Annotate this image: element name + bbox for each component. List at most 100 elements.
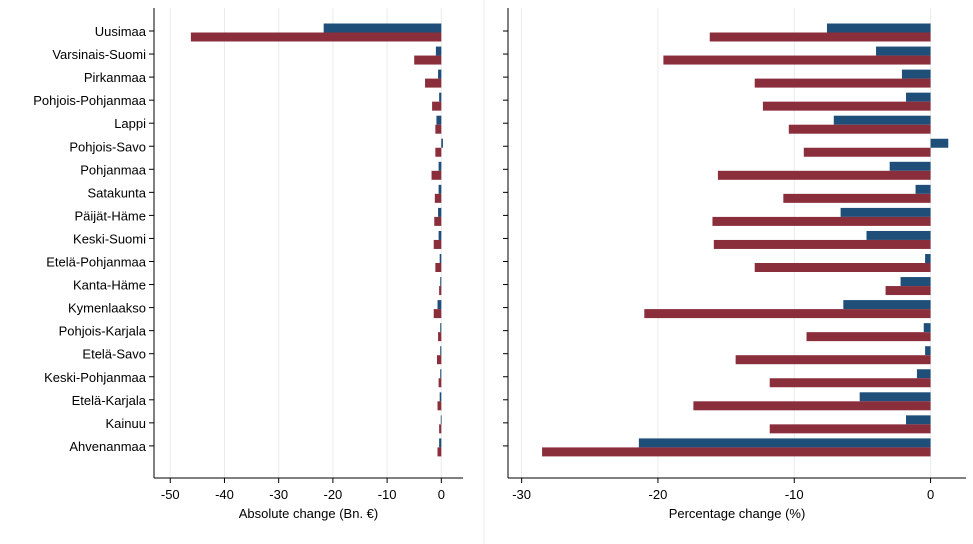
bar-series1-ahvenanmaa [638, 438, 931, 448]
x-axis-title: Absolute change (Bn. €) [239, 506, 378, 521]
bar-series2-pohjois-karjala [806, 332, 931, 342]
bar-series1-pirkanmaa [438, 69, 442, 79]
category-label-uusimaa: Uusimaa [95, 24, 147, 39]
bar-series1-keski-pohjanmaa [916, 369, 931, 379]
bar-series2-lappi [435, 124, 442, 134]
bar-series1-paijat-hame [840, 207, 931, 217]
bar-series1-pirkanmaa [901, 69, 931, 79]
category-label-pohjois-karjala: Pohjois-Karjala [59, 324, 147, 339]
x-tick-label: -20 [323, 487, 342, 502]
x-tick-label: -10 [785, 487, 804, 502]
category-label-satakunta: Satakunta [87, 185, 146, 200]
category-label-kanta-hame: Kanta-Häme [73, 278, 146, 293]
x-tick-label: -30 [512, 487, 531, 502]
category-label-keski-suomi: Keski-Suomi [73, 231, 146, 246]
bar-series1-ahvenanmaa [439, 438, 442, 448]
bar-series2-lappi [788, 124, 931, 134]
bar-series1-kainuu [440, 415, 442, 425]
bar-series1-kainuu [906, 415, 931, 425]
category-label-etela-karjala: Etelä-Karjala [72, 393, 147, 408]
bar-series2-pirkanmaa [425, 78, 442, 88]
bar-series2-varsinais-suomi [414, 55, 442, 65]
bar-series1-pohjanmaa [889, 161, 931, 171]
bar-series2-ahvenanmaa [542, 447, 931, 457]
bar-series2-pohjois-savo [435, 147, 442, 157]
bar-series2-pohjois-savo [803, 147, 931, 157]
bar-series2-paijat-hame [434, 216, 442, 226]
bar-series1-pohjois-karjala [923, 323, 931, 333]
bar-series1-etela-pohjanmaa [925, 254, 931, 263]
category-label-varsinais-suomi: Varsinais-Suomi [52, 47, 146, 62]
bar-series2-keski-suomi [713, 239, 931, 249]
x-tick-label: 0 [438, 487, 445, 502]
category-label-etela-savo: Etelä-Savo [82, 347, 146, 362]
bar-series1-pohjanmaa [438, 161, 442, 171]
bar-series2-pirkanmaa [754, 78, 931, 88]
bar-series1-satakunta [915, 184, 931, 194]
panel-percentage-change: -30 -20 -10 0 Percentage change (%) [503, 8, 966, 521]
bar-series2-etela-pohjanmaa [435, 263, 442, 272]
bar-series1-kanta-hame [900, 277, 931, 287]
bar-series2-kymenlaakso [644, 309, 931, 319]
bar-series2-kymenlaakso [433, 309, 442, 319]
bar-series1-keski-pohjanmaa [440, 369, 442, 379]
x-tick-label: -50 [161, 487, 180, 502]
bar-series2-kanta-hame [439, 286, 442, 296]
bar-series1-lappi [436, 115, 442, 125]
category-label-kymenlaakso: Kymenlaakso [68, 301, 146, 316]
x-tick-label: -30 [269, 487, 288, 502]
bar-series1-keski-suomi [438, 230, 442, 240]
bar-series1-pohjois-savo [441, 138, 443, 148]
category-label-ahvenanmaa: Ahvenanmaa [69, 439, 146, 454]
bar-series1-satakunta [438, 184, 442, 194]
bar-series1-kymenlaakso [843, 300, 931, 310]
x-tick-label: 0 [927, 487, 934, 502]
category-label-pirkanmaa: Pirkanmaa [84, 70, 147, 85]
category-label-etela-pohjanmaa: Etelä-Pohjanmaa [46, 255, 146, 270]
category-label-pohjois-savo: Pohjois-Savo [69, 139, 146, 154]
bar-series2-pohjois-pohjanmaa [762, 101, 931, 111]
bar-series1-kymenlaakso [437, 300, 442, 310]
bar-series1-etela-karjala [439, 392, 442, 402]
bar-series2-kanta-hame [885, 286, 931, 296]
category-labels: Uusimaa Varsinais-Suomi Pirkanmaa Pohjois-P… [33, 24, 147, 454]
bar-series1-pohjois-pohjanmaa [906, 92, 931, 102]
bar-series2-etela-savo [735, 355, 931, 365]
bar-series2-keski-suomi [433, 239, 442, 249]
bar-series1-pohjois-savo [930, 138, 949, 148]
bar-series1-uusimaa [323, 23, 442, 33]
bar-series1-etela-pohjanmaa [439, 254, 442, 263]
bar-series1-etela-savo [925, 346, 931, 356]
category-label-pohjanmaa: Pohjanmaa [80, 162, 147, 177]
bar-series2-satakunta [434, 193, 442, 203]
bar-series1-etela-savo [440, 346, 442, 356]
category-label-keski-pohjanmaa: Keski-Pohjanmaa [44, 370, 147, 385]
bar-series2-etela-pohjanmaa [754, 263, 931, 272]
bar-series2-satakunta [783, 193, 931, 203]
bar-series2-kainuu [769, 424, 931, 434]
bar-series2-keski-pohjanmaa [438, 378, 442, 388]
bar-series1-kanta-hame [440, 277, 442, 287]
bar-series1-lappi [833, 115, 931, 125]
bar-series2-pohjois-karjala [438, 332, 442, 342]
bar-series1-etela-karjala [859, 392, 931, 402]
bar-series1-pohjois-karjala [440, 323, 442, 333]
category-label-lappi: Lappi [114, 116, 146, 131]
x-axis-title: Percentage change (%) [669, 506, 806, 521]
bar-series2-keski-pohjanmaa [769, 378, 931, 388]
bar-series2-etela-karjala [693, 401, 931, 411]
category-label-kainuu: Kainuu [106, 416, 146, 431]
x-tick-label: -40 [215, 487, 234, 502]
category-label-pohjois-pohjanmaa: Pohjois-Pohjanmaa [33, 93, 147, 108]
panel-absolute-change: -50 -40 -30 -20 -10 0 Absolute change (Bn. €) [149, 8, 463, 521]
bar-series2-etela-karjala [437, 401, 442, 411]
bar-series2-paijat-hame [712, 216, 931, 226]
category-label-paijat-hame: Päijät-Häme [74, 208, 146, 223]
bar-series2-varsinais-suomi [663, 55, 931, 65]
bar-series2-kainuu [439, 424, 442, 434]
bar-series2-uusimaa [190, 32, 442, 42]
bar-series2-pohjanmaa [717, 170, 931, 180]
bar-series1-uusimaa [826, 23, 931, 33]
bar-series1-varsinais-suomi [435, 46, 442, 56]
